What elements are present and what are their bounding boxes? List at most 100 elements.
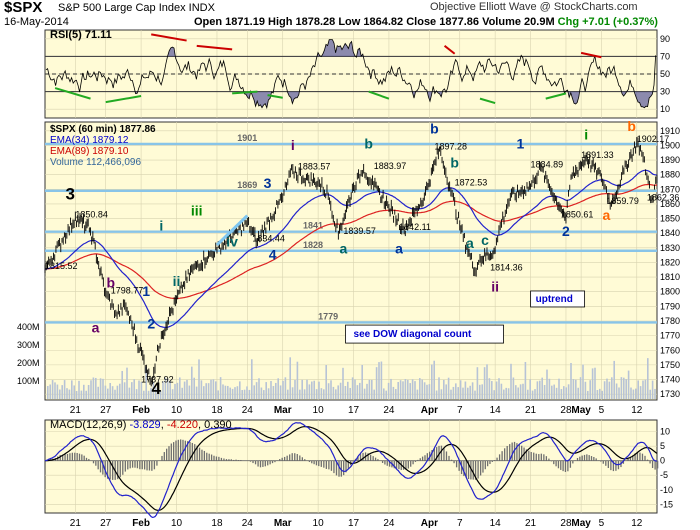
macd-histogram-bar — [583, 454, 586, 461]
macd-histogram-bar — [61, 454, 64, 461]
wave-annotation: 1862.36 — [647, 192, 680, 202]
rsi-divergence-mark — [443, 45, 456, 55]
macd-histogram-bar — [112, 460, 114, 480]
volume-bar — [49, 384, 51, 399]
macd-histogram-bar — [424, 455, 426, 461]
macd-histogram-bar — [191, 442, 193, 461]
price-panel-background — [44, 121, 658, 401]
macd-histogram-bar — [281, 457, 283, 461]
macd-histogram-bar — [320, 460, 322, 467]
price-tick-label: 1790 — [660, 301, 680, 311]
chart-brand: Objective Elliott Wave @ StockCharts.com — [430, 1, 638, 13]
legend-volume: Volume 112,466,096 — [50, 157, 142, 168]
volume-bar — [527, 389, 529, 399]
uptrend-box — [530, 290, 586, 308]
macd-histogram-bar — [301, 457, 303, 461]
macd-histogram-bar — [509, 444, 511, 461]
wave-annotation: 1859.79 — [606, 196, 639, 206]
macd-histogram-bar — [651, 460, 654, 469]
macd-histogram-bar — [564, 460, 567, 472]
macd-histogram-bar — [333, 460, 335, 474]
volume-bar — [138, 380, 140, 399]
volume-bar — [647, 358, 649, 399]
macd-histogram-bar — [472, 460, 474, 480]
wave-annotation: 1737.92 — [141, 375, 174, 385]
macd-histogram-bar — [421, 456, 424, 461]
volume-bar — [517, 387, 519, 399]
macd-histogram-bar — [74, 452, 76, 461]
volume-bar — [323, 389, 325, 399]
macd-histogram-bar — [388, 460, 391, 467]
macd-histogram-bar — [567, 460, 569, 472]
macd-histogram-bar — [198, 447, 201, 461]
legend-ema89: EMA(89) 1879.10 — [50, 146, 129, 157]
volume-bar — [373, 389, 375, 399]
volume-bar — [399, 380, 402, 399]
volume-bar — [325, 364, 327, 399]
volume-bar — [157, 389, 159, 399]
macd-line — [44, 422, 658, 519]
volume-bar — [524, 361, 527, 399]
volume-bar — [503, 389, 505, 399]
macd-histogram-bar — [362, 452, 364, 461]
macd-histogram-bar — [194, 444, 196, 461]
macd-histogram-bar — [338, 460, 340, 477]
macd-histogram-bar — [440, 445, 443, 461]
volume-bar — [498, 378, 500, 399]
macd-histogram-bar — [182, 439, 184, 461]
volume-bar — [186, 379, 188, 399]
macd-histogram-bar — [213, 455, 215, 461]
volume-bar — [234, 387, 236, 399]
macd-histogram-bar — [330, 460, 333, 471]
x-tick-label: Mar — [274, 518, 292, 529]
x-tick-label: 10 — [313, 518, 325, 529]
price-tick-label: 1800 — [660, 287, 680, 297]
macd-histogram-bar — [352, 460, 354, 462]
volume-bar — [241, 390, 243, 399]
wave-annotation: 2 — [562, 223, 570, 239]
x-tick-label: 14 — [490, 405, 502, 416]
macd-histogram-bar — [654, 460, 656, 470]
macd-histogram-bar — [493, 460, 496, 461]
macd-histogram-bar — [311, 460, 313, 464]
macd-histogram-bar — [119, 460, 121, 478]
macd-histogram-bar — [257, 460, 259, 467]
macd-histogram-bar — [143, 460, 146, 470]
macd-histogram-bar — [335, 460, 338, 476]
quote-volume: Volume 20.9M — [482, 16, 555, 28]
volume-bar — [493, 390, 495, 399]
volume-bar — [97, 386, 99, 399]
volume-bar — [630, 387, 632, 399]
volume-bar — [246, 386, 248, 399]
macd-histogram-bar — [318, 460, 320, 467]
macd-histogram-bar — [405, 460, 407, 470]
volume-bar — [123, 382, 126, 399]
volume-bar — [368, 379, 371, 399]
macd-histogram-bar — [283, 456, 286, 461]
volume-bar — [167, 378, 169, 399]
macd-histogram-bar — [148, 460, 151, 471]
x-tick-label: 24 — [383, 518, 395, 529]
rsi-tick-label: 10 — [660, 104, 670, 114]
volume-bar — [505, 387, 507, 399]
macd-histogram-bar — [127, 460, 129, 470]
macd-histogram-bar — [386, 460, 388, 466]
volume-bar — [618, 387, 620, 399]
wave-annotation: b — [627, 118, 636, 134]
volume-bar — [279, 385, 282, 399]
volume-bar — [289, 357, 291, 399]
macd-histogram-bar — [85, 457, 88, 461]
wave-annotation: 3 — [264, 175, 272, 191]
wave-annotation: 1839.57 — [343, 226, 376, 236]
volume-bar — [75, 390, 78, 399]
macd-hist-value: 0.390 — [204, 419, 232, 431]
wave-annotation: i — [584, 127, 588, 143]
volume-bar — [195, 386, 198, 399]
wave-annotation: 1902.17 — [637, 134, 670, 144]
volume-bar — [464, 381, 467, 399]
x-tick-label: 10 — [171, 518, 183, 529]
macd-histogram-bar — [215, 456, 218, 461]
macd-histogram-bar — [433, 448, 435, 461]
macd-histogram-bar — [511, 442, 513, 461]
volume-bar — [651, 380, 654, 399]
